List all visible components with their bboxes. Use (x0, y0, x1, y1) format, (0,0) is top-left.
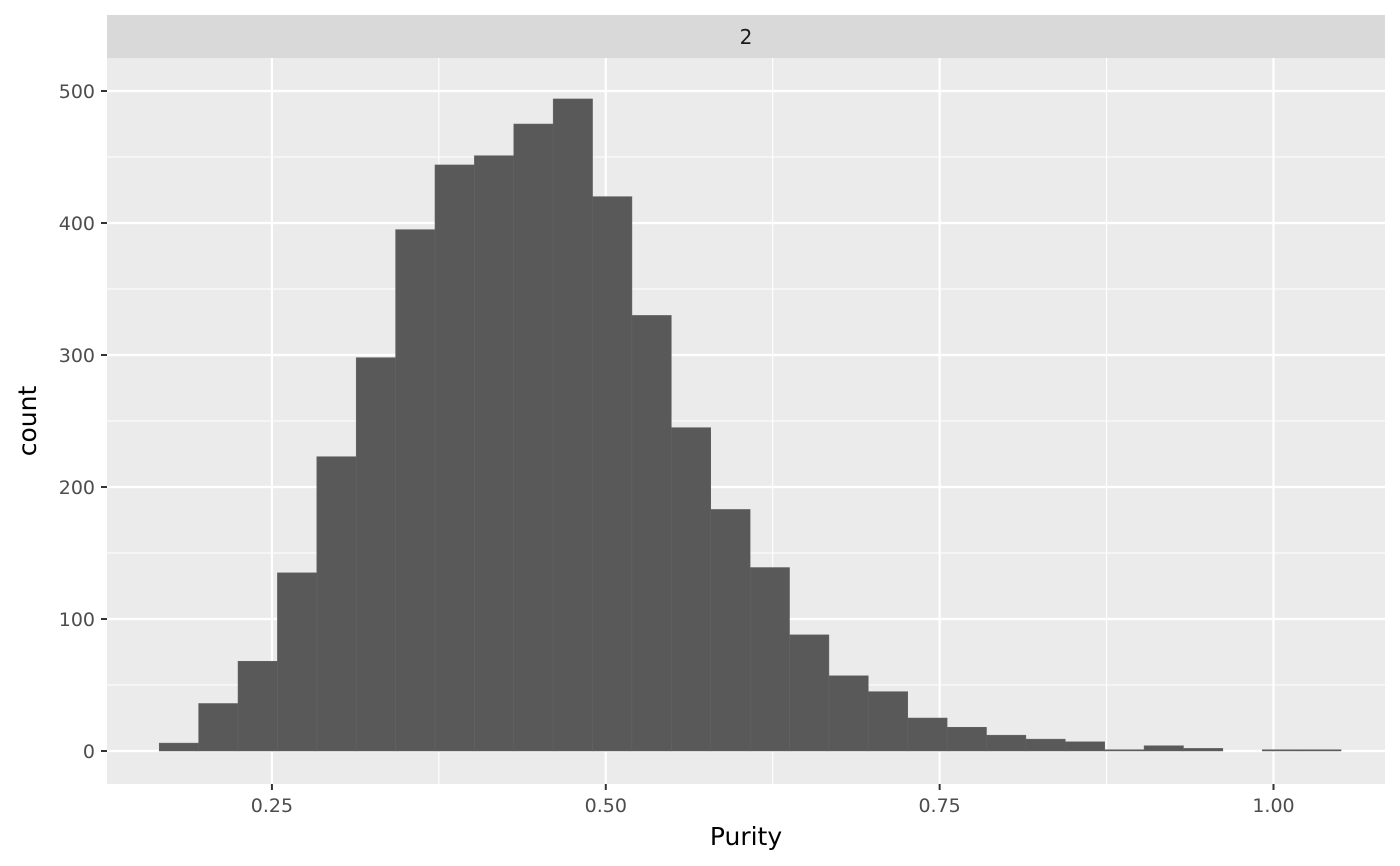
histogram-bar (474, 155, 515, 752)
y-tick-label: 0 (83, 741, 95, 763)
histogram-bar (592, 196, 633, 752)
histogram-bar (237, 660, 278, 752)
histogram-bar (1301, 749, 1342, 752)
histogram-bar (946, 726, 987, 752)
histogram-bar (789, 634, 830, 752)
histogram-bar (749, 567, 790, 752)
histogram-bar (710, 509, 751, 752)
x-tick-label: 1.00 (1252, 795, 1294, 817)
y-tick-label: 200 (59, 477, 95, 499)
histogram-bar (907, 717, 948, 752)
histogram-bar (158, 742, 199, 752)
histogram-bar (671, 427, 711, 752)
x-tick-label: 0.25 (251, 795, 293, 817)
histogram-bar (316, 456, 357, 752)
histogram-bar (868, 691, 908, 752)
histogram-bar (552, 98, 593, 752)
y-axis-title: count (13, 386, 42, 457)
histogram-bar (355, 357, 396, 752)
facet-strip-label: 2 (740, 25, 753, 49)
y-tick-label: 500 (59, 81, 95, 103)
histogram-bar (198, 703, 239, 752)
histogram-bar (986, 734, 1027, 752)
y-tick-label: 100 (59, 609, 95, 631)
histogram-bar (277, 572, 318, 752)
histogram-bar (1104, 749, 1145, 752)
x-tick-label: 0.50 (585, 795, 627, 817)
histogram-bar (1183, 748, 1224, 752)
histogram-bar (1262, 749, 1302, 752)
x-tick-label: 0.75 (918, 795, 960, 817)
histogram-bars (158, 98, 1342, 752)
histogram-bar (1065, 741, 1105, 752)
histogram-bar (395, 229, 436, 752)
histogram-bar (434, 164, 475, 752)
histogram-bar (1025, 738, 1066, 752)
histogram-bar (828, 675, 869, 752)
facet-strip (107, 15, 1385, 58)
histogram-bar (1143, 745, 1184, 752)
y-tick-label: 300 (59, 345, 95, 367)
x-axis-title: Purity (710, 822, 783, 851)
y-axis-ticks: 0 100 200 300 400 500 (59, 81, 107, 763)
x-axis-ticks: 0.25 0.50 0.75 1.00 (251, 784, 1295, 817)
histogram-bar (513, 123, 554, 752)
y-tick-label: 400 (59, 213, 95, 235)
histogram-bar (631, 315, 672, 752)
